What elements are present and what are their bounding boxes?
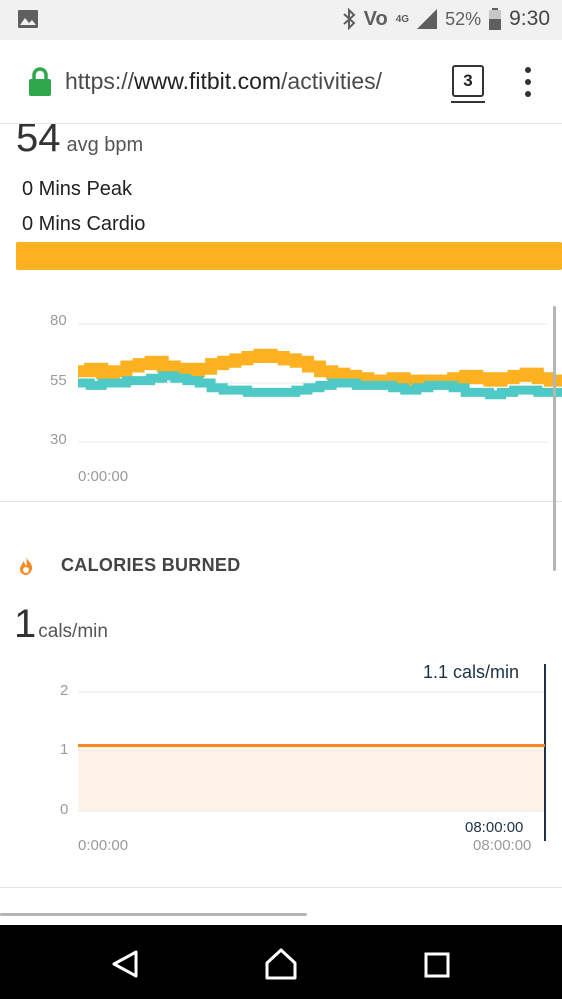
- cal-area: [78, 745, 545, 811]
- horizontal-scrollbar[interactable]: [0, 913, 307, 916]
- home-icon[interactable]: [264, 947, 298, 981]
- hr-tick-55: 55: [50, 372, 67, 389]
- url-host: www.fitbit.com: [134, 68, 282, 94]
- hr-tick-30: 30: [50, 431, 67, 448]
- page-content: 54 avg bpm 0 Mins Peak 0 Mins Cardio 80 5…: [0, 124, 562, 925]
- avg-bpm-unit: avg bpm: [66, 134, 144, 156]
- calories-number: 1: [14, 602, 37, 646]
- heart-rate-average: 54 avg bpm: [16, 124, 143, 161]
- back-icon[interactable]: [110, 949, 140, 979]
- cal-x-start-label: 0:00:00: [78, 837, 129, 854]
- battery-percent: 52%: [445, 8, 482, 29]
- url-path: /activities/: [281, 68, 383, 94]
- cal-tooltip-value: 1.1 cals/min: [423, 662, 520, 682]
- tab-switcher-button[interactable]: 3: [451, 65, 485, 103]
- heart-zone-bar: [16, 242, 562, 270]
- calories-chart: [78, 664, 546, 841]
- flame-icon: [20, 557, 33, 575]
- status-bar: Vo 4G 52% 9:30: [0, 0, 562, 40]
- heart-rate-chart: [78, 323, 562, 443]
- section-divider: [0, 887, 562, 888]
- hr-tick-80: 80: [50, 312, 67, 329]
- section-title-calories: CALORIES BURNED: [61, 555, 241, 575]
- network-label: 4G: [395, 13, 410, 25]
- cal-x-end-label: 08:00:00: [473, 837, 532, 854]
- battery-icon: [489, 8, 502, 30]
- url-field[interactable]: https://www.fitbit.com/activities/: [65, 68, 435, 98]
- calories-unit: cals/min: [38, 621, 108, 642]
- zone-peak: 0 Mins Peak: [22, 178, 133, 200]
- section-divider: [0, 501, 562, 502]
- avg-bpm-value: 54: [16, 124, 61, 160]
- overflow-menu-icon[interactable]: [520, 67, 536, 97]
- clock: 9:30: [509, 7, 550, 30]
- vertical-scrollbar[interactable]: [553, 306, 556, 571]
- bluetooth-icon: [343, 8, 356, 30]
- recents-icon[interactable]: [424, 952, 450, 978]
- system-nav-bar: [0, 925, 562, 999]
- cal-tooltip-time: 08:00:00: [465, 819, 524, 836]
- hr-series-0: [78, 348, 562, 389]
- hr-x-start-label: 0:00:00: [78, 468, 129, 485]
- calories-value: 1 cals/min: [14, 602, 108, 647]
- cal-tick-1: 1: [60, 741, 69, 758]
- browser-toolbar: https://www.fitbit.com/activities/ 3: [0, 40, 562, 124]
- zone-cardio: 0 Mins Cardio: [22, 213, 146, 235]
- cal-tick-2: 2: [60, 682, 69, 699]
- hr-series-1: [78, 371, 562, 400]
- signal-icon: [417, 9, 438, 29]
- cal-tick-0: 0: [60, 801, 69, 818]
- url-scheme: https://: [65, 68, 135, 94]
- lock-icon: [29, 67, 51, 96]
- carrier-label: Vo: [363, 7, 388, 30]
- image-icon: [18, 10, 38, 28]
